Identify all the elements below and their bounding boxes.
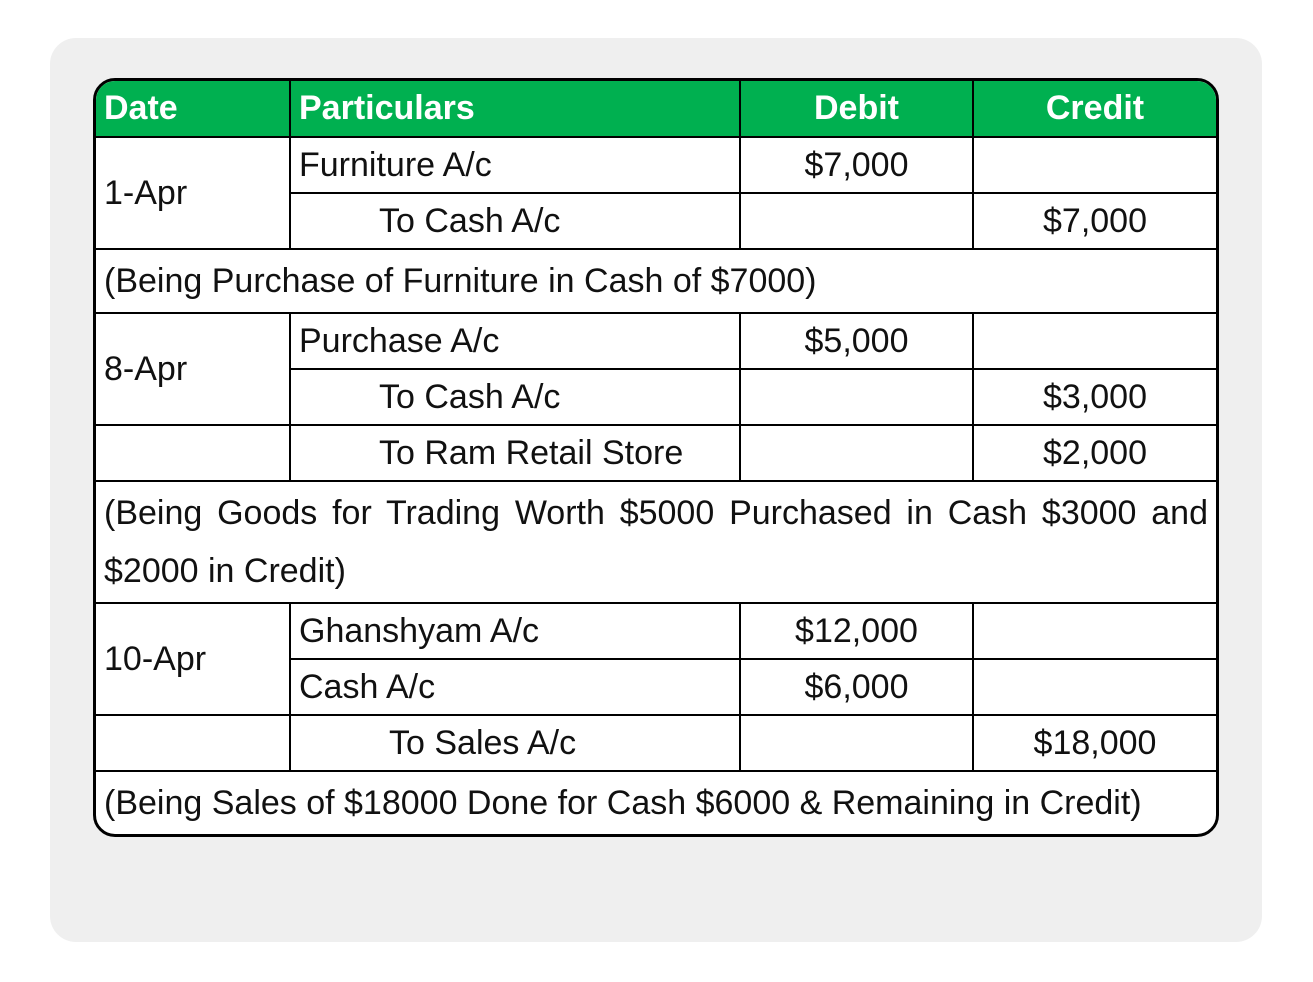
- narration: (Being Goods for Trading Worth $5000 Pur…: [96, 480, 1216, 604]
- particulars-cell: Ghanshyam A/c: [289, 602, 741, 660]
- credit-cell: $7,000: [972, 192, 1216, 250]
- table-row: 8-Apr Purchase A/c $5,000: [96, 312, 1216, 426]
- narration: (Being Sales of $18000 Done for Cash $60…: [96, 770, 1216, 834]
- credit-cell: $2,000: [972, 424, 1216, 482]
- credit-cell: [972, 658, 1216, 716]
- particulars-cell: Purchase A/c: [289, 312, 741, 370]
- empty-date-cell: [96, 714, 291, 772]
- debit-cell: [739, 424, 974, 482]
- header-row: Date Particulars Debit Credit: [96, 81, 1216, 138]
- credit-cell: $3,000: [972, 368, 1216, 426]
- entry-date: 10-Apr: [96, 602, 291, 716]
- credit-cell: [972, 312, 1216, 370]
- debit-cell: $6,000: [739, 658, 974, 716]
- table-row: 1-Apr Furniture A/c $7,000: [96, 136, 1216, 250]
- debit-cell: [739, 192, 974, 250]
- empty-date-cell: [96, 424, 291, 482]
- table-row: To Cash A/c $3,000: [96, 368, 1216, 426]
- debit-cell: $12,000: [739, 602, 974, 660]
- narration: (Being Purchase of Furniture in Cash of …: [96, 248, 1216, 314]
- entry-date: 8-Apr: [96, 312, 291, 426]
- header-debit: Debit: [739, 81, 974, 138]
- table-row: To Cash A/c $7,000: [96, 192, 1216, 250]
- header-credit: Credit: [972, 81, 1216, 138]
- particulars-cell: To Ram Retail Store: [289, 424, 741, 482]
- narration-row: (Being Goods for Trading Worth $5000 Pur…: [96, 480, 1216, 604]
- header-date: Date: [96, 81, 291, 138]
- particulars-cell: Furniture A/c: [289, 136, 741, 194]
- narration-row: (Being Sales of $18000 Done for Cash $60…: [96, 770, 1216, 834]
- entry-date: 1-Apr: [96, 136, 291, 250]
- credit-cell: [972, 136, 1216, 194]
- particulars-cell: To Cash A/c: [290, 192, 741, 250]
- journal-entries-table: Date Particulars Debit Credit 1-Apr Furn…: [96, 81, 1216, 834]
- particulars-cell: Cash A/c: [290, 658, 741, 716]
- header-particulars: Particulars: [289, 81, 741, 138]
- particulars-cell: To Cash A/c: [290, 368, 741, 426]
- debit-cell: [739, 714, 974, 772]
- credit-cell: $18,000: [972, 714, 1216, 772]
- particulars-cell: To Sales A/c: [289, 714, 741, 772]
- credit-cell: [972, 602, 1216, 660]
- table-row: To Ram Retail Store $2,000: [96, 424, 1216, 482]
- journal-table-container: Date Particulars Debit Credit 1-Apr Furn…: [93, 78, 1219, 837]
- table-row: To Sales A/c $18,000: [96, 714, 1216, 772]
- debit-cell: $7,000: [739, 136, 974, 194]
- debit-cell: $5,000: [739, 312, 974, 370]
- debit-cell: [739, 368, 974, 426]
- table-row: Cash A/c $6,000: [96, 658, 1216, 716]
- narration-row: (Being Purchase of Furniture in Cash of …: [96, 248, 1216, 314]
- table-row: 10-Apr Ghanshyam A/c $12,000: [96, 602, 1216, 716]
